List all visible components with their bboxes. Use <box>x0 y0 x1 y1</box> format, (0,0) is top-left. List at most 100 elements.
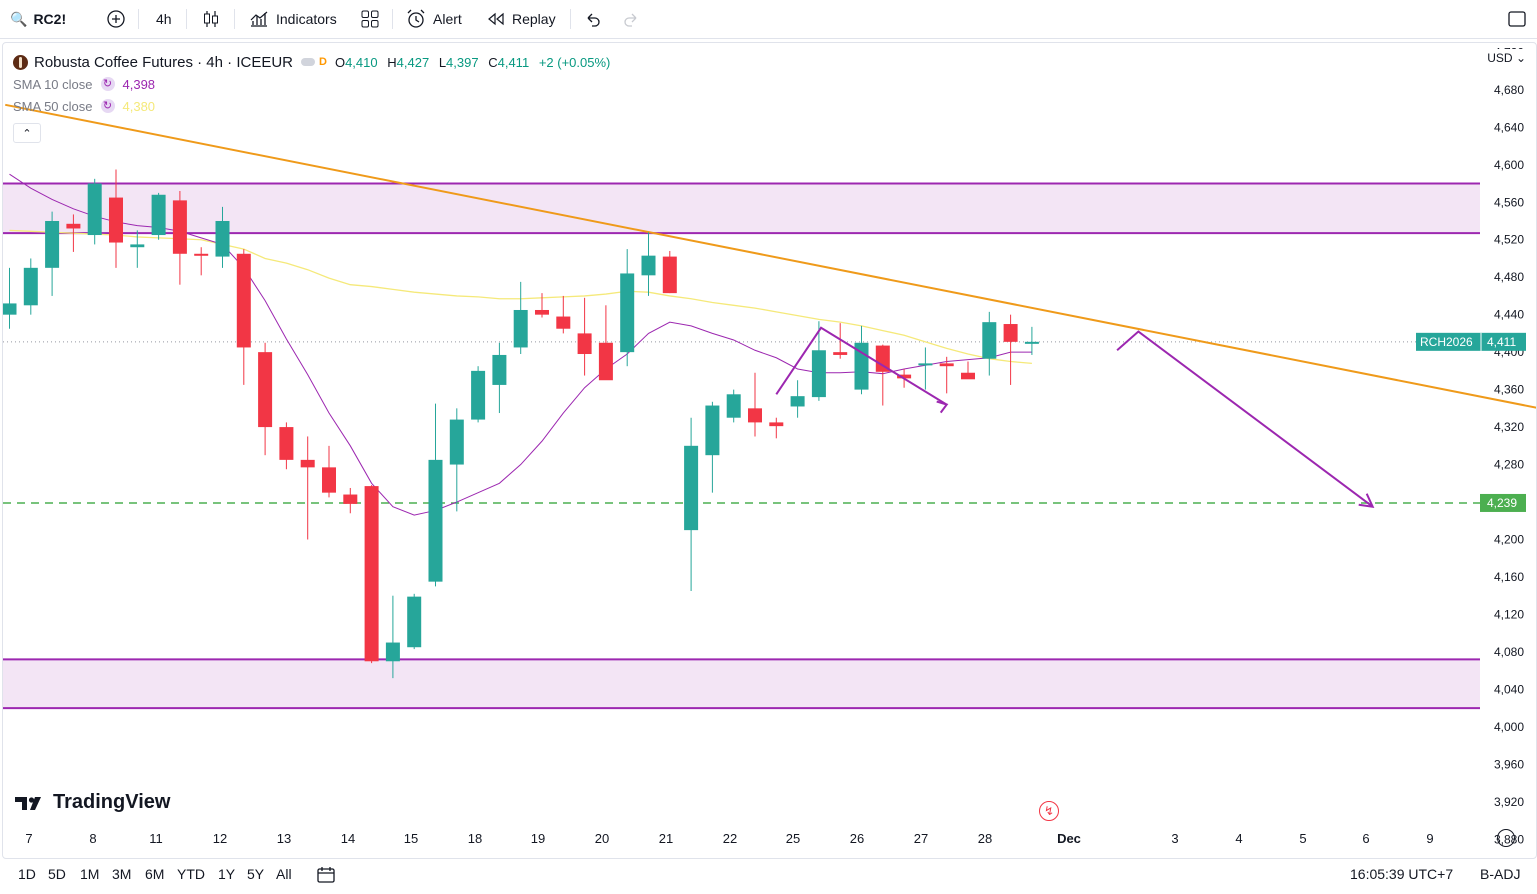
candle-body <box>194 253 209 256</box>
series-title[interactable]: Robusta Coffee Futures · 4h · ICEEUR <box>34 53 293 71</box>
templates-button[interactable] <box>360 0 380 38</box>
replay-button[interactable]: Replay <box>486 0 556 38</box>
time-axis-label: 9 <box>1426 831 1433 846</box>
undo-button[interactable] <box>584 0 602 38</box>
adjustment-button[interactable]: B-ADJ <box>1480 866 1521 882</box>
grid-icon <box>361 10 379 28</box>
ohlc-values: O4,410 H4,427 L4,397 C4,411 +2 (+0.05%) <box>335 55 616 70</box>
sma50-label: SMA 50 close <box>13 98 93 114</box>
indicators-label: Indicators <box>276 11 337 27</box>
symbol-search-button[interactable]: 🔍 RC2! <box>10 0 66 38</box>
indicators-button[interactable]: Indicators <box>248 0 337 38</box>
candle-body <box>45 220 60 268</box>
price-axis-label: 4,080 <box>1494 645 1524 659</box>
candle-body <box>918 363 933 366</box>
price-axis-label: 3,920 <box>1494 795 1524 809</box>
coffee-logo-icon <box>13 54 28 70</box>
settings-gear-icon[interactable] <box>1497 829 1515 847</box>
rewind-icon <box>488 12 504 26</box>
watermark-text: TradingView <box>53 791 171 813</box>
candle-body <box>236 253 251 348</box>
range-button-1y[interactable]: 1Y <box>218 866 236 882</box>
price-axis-label: 4,200 <box>1494 532 1524 546</box>
undo-icon <box>587 13 600 27</box>
range-button-1m[interactable]: 1M <box>80 866 100 882</box>
range-button-3m[interactable]: 3M <box>112 866 132 882</box>
time-axis-label: 21 <box>659 831 673 846</box>
chart-legend: Robusta Coffee Futures · 4h · ICEEUR D O… <box>13 51 616 117</box>
candle-body <box>385 642 400 662</box>
price-chart[interactable]: 4,7204,6804,6404,6004,5604,5204,4804,440… <box>3 43 1536 858</box>
fullscreen-button[interactable] <box>1507 0 1527 38</box>
candle-body <box>87 183 102 236</box>
time-axis-label: 6 <box>1362 831 1369 846</box>
search-icon: 🔍 <box>10 10 28 27</box>
tradingview-logo: TradingView <box>15 791 170 814</box>
candle-body <box>513 309 528 348</box>
market-status-badge[interactable]: D <box>301 56 327 68</box>
candle-body <box>684 445 699 531</box>
interval-button[interactable]: 4h <box>156 11 172 27</box>
time-axis-label: 8 <box>89 831 96 846</box>
candle-body <box>598 342 613 381</box>
time-axis-label: 26 <box>850 831 864 846</box>
replay-label: Replay <box>512 11 556 27</box>
candle-body <box>364 486 379 662</box>
legend-collapse-button[interactable]: ⌃ <box>13 123 41 143</box>
lightning-icon[interactable]: ↯ <box>1039 801 1059 821</box>
candle-body <box>833 352 848 355</box>
price-axis-label: 4,320 <box>1494 420 1524 434</box>
redo-button[interactable] <box>622 0 640 38</box>
candle-body <box>428 459 443 582</box>
calendar-icon <box>317 867 335 883</box>
candle-body <box>300 459 315 468</box>
candle-body <box>897 374 912 379</box>
currency-selector[interactable]: USD ⌄ <box>1483 49 1530 67</box>
candle-body <box>258 352 273 428</box>
range-button-6m[interactable]: 6M <box>145 866 165 882</box>
last-price-value: 4,411 <box>1487 335 1516 349</box>
time-axis-label: 7 <box>25 831 32 846</box>
date-range-button[interactable] <box>316 866 336 887</box>
trendline <box>5 103 1536 409</box>
candle-body <box>343 494 358 504</box>
time-axis-label: 19 <box>531 831 545 846</box>
time-axis-label: 25 <box>786 831 800 846</box>
range-button-1d[interactable]: 1D <box>18 866 36 882</box>
price-axis-label: 4,000 <box>1494 720 1524 734</box>
price-axis-label: 4,520 <box>1494 233 1524 247</box>
candle-body <box>151 194 166 236</box>
price-axis-label: 4,480 <box>1494 270 1524 284</box>
candle-body <box>130 244 145 248</box>
candle-body <box>1024 341 1039 344</box>
high-key: H <box>387 54 397 70</box>
range-button-5d[interactable]: 5D <box>48 866 66 882</box>
time-axis-label: 14 <box>341 831 355 846</box>
range-button-5y[interactable]: 5Y <box>247 866 265 882</box>
forecast-arrowhead <box>1358 493 1375 508</box>
compare-button[interactable] <box>106 0 126 38</box>
sma10-legend[interactable]: SMA 10 close ↻ 4,398 <box>13 73 616 95</box>
range-button-all[interactable]: All <box>276 866 292 882</box>
tradingview-logo-icon <box>15 796 41 810</box>
indicators-icon <box>250 11 268 27</box>
clock-time[interactable]: 16:05:39 UTC+7 <box>1350 866 1454 882</box>
time-axis-label: 22 <box>723 831 737 846</box>
sma50-legend[interactable]: SMA 50 close ↻ 4,380 <box>13 95 616 117</box>
range-button-ytd[interactable]: YTD <box>177 866 205 882</box>
candle-body <box>407 596 422 648</box>
candle-body <box>66 223 81 229</box>
candle-body <box>535 309 549 315</box>
alert-button[interactable]: Alert <box>405 0 462 38</box>
chart-type-button[interactable] <box>200 0 222 38</box>
last-price-symbol: RCH2026 <box>1420 335 1473 349</box>
candle-body <box>3 303 17 315</box>
closed-market-icon <box>301 58 315 66</box>
time-axis-label: 27 <box>914 831 928 846</box>
target-price-tag <box>1480 493 1526 512</box>
chart-pane[interactable]: 4,7204,6804,6404,6004,5604,5204,4804,440… <box>2 42 1537 859</box>
close-value: 4,411 <box>497 54 530 70</box>
add-circle-icon <box>107 10 125 28</box>
price-axis-label: 4,160 <box>1494 570 1524 584</box>
time-axis-label: 12 <box>213 831 227 846</box>
